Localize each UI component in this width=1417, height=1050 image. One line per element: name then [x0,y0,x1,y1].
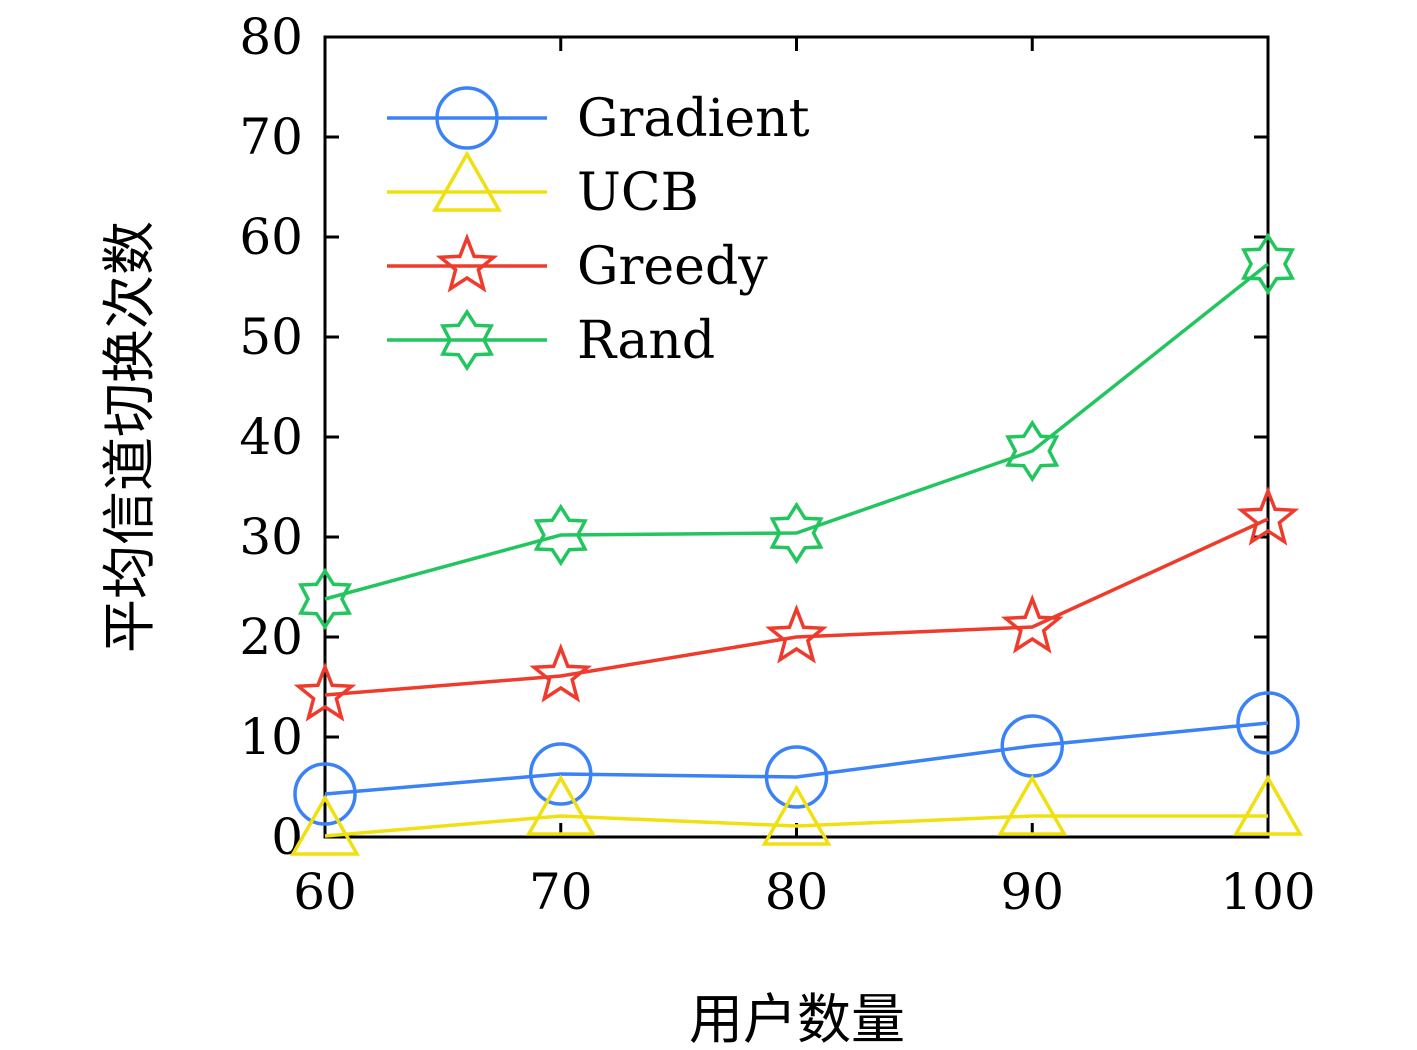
legend: Gradient UCB Greedy Rand [387,86,810,372]
y-tick-label: 20 [239,608,303,666]
x-axis-label: 用户数量 [689,988,905,1050]
data-point [439,308,495,372]
data-point [997,774,1068,836]
y-tick-label: 10 [239,708,303,766]
x-tick-label: 70 [529,863,593,921]
series-line [324,262,1270,601]
data-point [289,794,361,856]
series-ucb [289,774,1304,856]
y-axis-label: 平均信道切换次数 [98,221,161,653]
series-line [324,517,1269,697]
legend-item-rand: Rand [387,308,715,372]
data-point [765,604,828,664]
x-tick-label: 60 [293,863,357,921]
data-point [529,742,593,806]
y-tick-label: 70 [239,108,303,166]
y-tick-label: 60 [239,208,303,266]
data-point [1005,419,1060,483]
legend-item-greedy: Greedy [387,233,768,297]
data-point [529,643,593,703]
data-point [435,86,499,150]
legend-label: Rand [577,311,715,371]
data-point [1236,691,1300,755]
data-point [769,501,824,565]
data-point [1236,486,1300,546]
data-point [761,784,832,846]
x-tick-label: 90 [1000,863,1064,921]
series-line [324,721,1269,796]
legend-item-ucb: UCB [387,150,699,223]
x-tick-label: 80 [765,863,829,921]
data-point [1232,774,1304,836]
data-point [764,745,829,809]
legend-item-gradient: Gradient [387,86,810,150]
data-point [525,774,596,836]
axes: 60 70 80 90 100 0 10 20 30 40 50 60 70 80 [239,8,1315,921]
data-point [533,503,588,567]
data-point [293,762,357,826]
y-tick-label: 40 [239,408,303,466]
data-point [431,150,503,212]
data-point [1240,232,1296,296]
data-point [435,233,499,293]
legend-label: Gradient [577,89,810,149]
y-tick-label: 50 [239,308,303,366]
series-gradient [293,691,1300,826]
legend-label: UCB [577,163,699,223]
y-tick-label: 0 [271,808,303,866]
data-point [297,567,353,631]
series-line [324,814,1268,838]
series-group [289,232,1304,856]
data-point [1000,594,1064,654]
legend-label: Greedy [577,237,768,297]
series-rand [297,232,1296,631]
data-point [293,662,357,722]
y-tick-label: 80 [239,8,303,66]
series-greedy [293,486,1300,722]
y-tick-label: 30 [239,508,303,566]
x-tick-label: 100 [1220,863,1315,921]
